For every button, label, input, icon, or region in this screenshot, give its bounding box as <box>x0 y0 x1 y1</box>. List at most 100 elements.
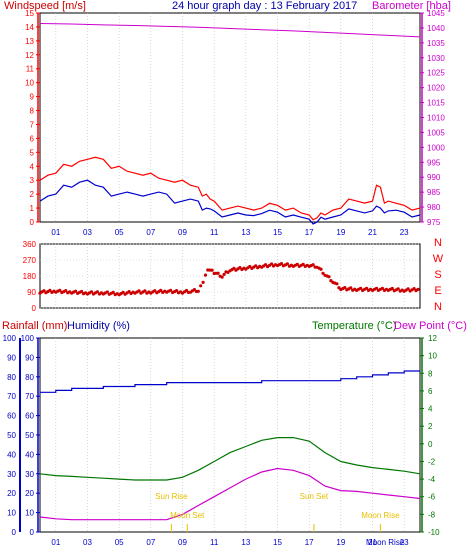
humidity-tick-label: 90 <box>25 353 34 362</box>
temp-right-tick-label: -10 <box>428 528 440 537</box>
wind-x-tick-label: 15 <box>273 228 282 237</box>
wind-panel-frame <box>39 12 421 223</box>
direction-point <box>359 286 363 290</box>
direction-point <box>137 289 141 293</box>
direction-point <box>264 263 268 267</box>
rainfall-tick-label: 0 <box>12 528 17 537</box>
temp-right-tick-label: -6 <box>428 493 436 502</box>
rainfall-tick-label: 30 <box>7 470 16 479</box>
wind-left-tick-label: 10 <box>25 79 34 88</box>
direction-tick-label: 180 <box>23 272 37 281</box>
baro-right-tick-label: 1000 <box>427 143 445 152</box>
baro-right-tick-label: 995 <box>427 158 441 167</box>
direction-point <box>406 287 410 291</box>
wind-x-tick-label: 21 <box>368 228 377 237</box>
direction-point <box>192 288 196 292</box>
direction-point <box>203 273 208 277</box>
direction-point <box>42 289 46 293</box>
wind-left-tick-label: 5 <box>30 148 35 157</box>
temp-series-humidity <box>40 370 420 393</box>
temp-right-tick-label: 8 <box>428 369 433 378</box>
direction-point <box>222 272 226 276</box>
rainfall-tick-label: 100 <box>3 334 17 343</box>
direction-tick-label: 90 <box>27 288 36 297</box>
direction-point <box>327 275 331 279</box>
baro-right-tick-label: 975 <box>427 218 441 227</box>
rainfall-tick-label: 70 <box>7 392 16 401</box>
humidity-tick-label: 30 <box>25 470 34 479</box>
baro-right-tick-label: 1030 <box>427 54 445 63</box>
temp-x-tick-label: 07 <box>146 538 155 547</box>
temp-x-tick-label: 21 <box>368 538 377 547</box>
direction-point <box>254 264 258 268</box>
temp-x-tick-label: 19 <box>336 538 345 547</box>
direction-point <box>175 289 179 293</box>
rainfall-label: Rainfall (mm) <box>2 320 68 332</box>
baro-right-tick-label: 1005 <box>427 128 445 137</box>
temp-right-tick-label: 10 <box>428 352 437 361</box>
baro-right-tick-label: 1010 <box>427 114 445 123</box>
wind-series-gust <box>39 156 421 221</box>
wind-left-tick-label: 8 <box>30 107 35 116</box>
direction-point <box>143 289 147 293</box>
wind-x-tick-label: 05 <box>115 228 124 237</box>
direction-point <box>74 289 78 293</box>
direction-point <box>390 286 394 291</box>
direction-point <box>295 262 299 266</box>
wind-left-tick-label: 1 <box>30 204 35 213</box>
wind-x-tick-label: 17 <box>305 228 314 237</box>
rainfall-tick-label: 20 <box>7 489 16 498</box>
baro-right-tick-label: 980 <box>427 203 441 212</box>
wind-series-avg <box>39 179 421 225</box>
temp-x-tick-label: 01 <box>51 538 60 547</box>
direction-point <box>199 284 203 288</box>
wind-series-pressure <box>39 23 421 38</box>
direction-point <box>343 286 347 290</box>
wind-left-tick-label: 4 <box>30 162 35 171</box>
windspeed-label: Windspeed [m/s] <box>4 0 86 12</box>
wind-x-tick-label: 13 <box>241 228 250 237</box>
direction-point <box>396 287 400 291</box>
temp-x-tick-label: 03 <box>83 538 92 547</box>
rainfall-tick-label: 10 <box>7 509 16 518</box>
baro-right-tick-label: 1045 <box>427 9 445 18</box>
baro-right-tick-label: 990 <box>427 173 441 182</box>
temp-right-tick-label: 0 <box>428 440 433 449</box>
wind-left-tick-label: 14 <box>25 23 34 32</box>
rainfall-tick-label: 80 <box>7 373 16 382</box>
temp-x-tick-label: 17 <box>305 538 314 547</box>
direction-point <box>270 262 274 266</box>
wind-x-tick-label: 19 <box>336 228 345 237</box>
wind-left-tick-label: 12 <box>25 51 34 60</box>
direction-point <box>58 288 62 292</box>
direction-point <box>335 282 339 286</box>
direction-point <box>201 280 205 284</box>
compass-label: N <box>434 301 442 313</box>
direction-point <box>105 290 109 294</box>
direction-point <box>349 286 353 290</box>
direction-point <box>64 289 68 293</box>
page-title: 24 hour graph day : 13 February 2017 <box>172 0 358 12</box>
direction-point <box>153 289 157 293</box>
direction-point <box>159 288 163 292</box>
rainfall-tick-label: 60 <box>7 412 16 421</box>
dewpoint-label: Dew Point (°C) <box>394 320 467 332</box>
direction-point <box>169 288 173 292</box>
direction-point <box>248 264 252 269</box>
wind-left-tick-label: 9 <box>30 93 35 102</box>
direction-point <box>216 271 220 275</box>
wind-x-tick-label: 09 <box>178 228 187 237</box>
humidity-tick-label: 80 <box>25 373 34 382</box>
compass-label: S <box>434 269 441 281</box>
astro-annotation: Moon Set <box>170 511 205 520</box>
humidity-tick-label: 70 <box>25 392 34 401</box>
humidity-tick-label: 50 <box>25 431 34 440</box>
humidity-tick-label: 0 <box>30 528 35 537</box>
direction-point <box>311 263 315 267</box>
direction-point <box>80 289 84 294</box>
wind-left-tick-label: 11 <box>26 65 35 74</box>
temp-right-tick-label: -4 <box>428 475 436 484</box>
wind-x-tick-label: 03 <box>83 228 92 237</box>
direction-point <box>412 287 416 291</box>
